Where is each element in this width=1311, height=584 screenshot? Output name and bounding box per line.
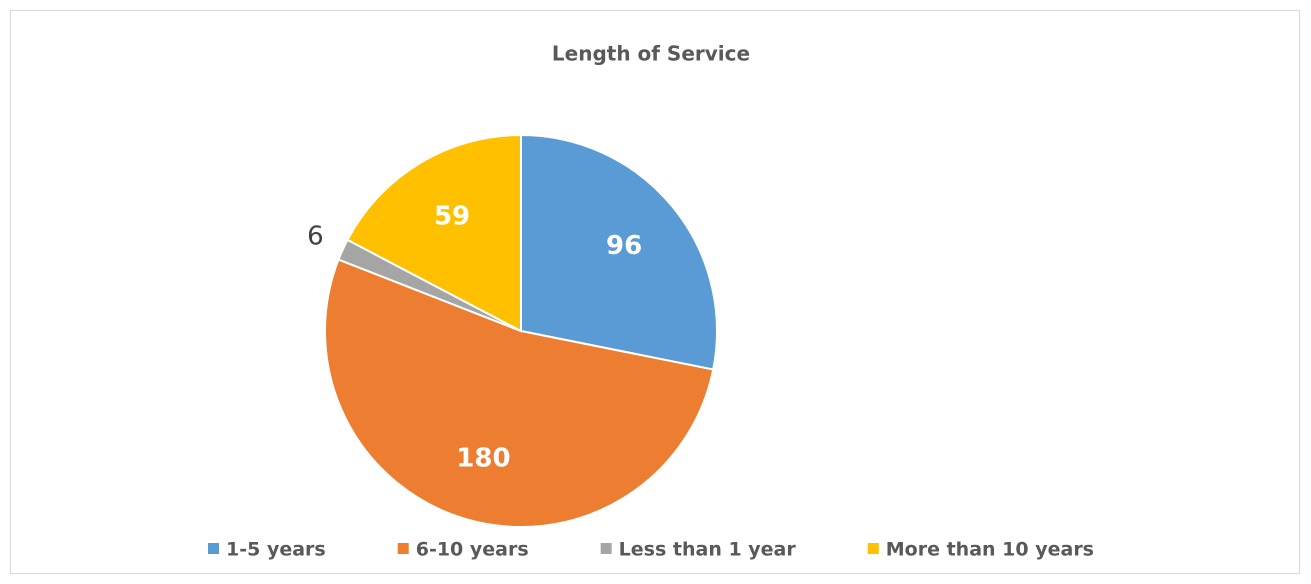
- legend-label: 1-5 years: [226, 539, 326, 561]
- legend-swatch: [600, 543, 612, 554]
- data-label: 180: [456, 443, 510, 473]
- legend-label: 6-10 years: [416, 539, 529, 561]
- pie-slice: [324, 258, 715, 528]
- legend-swatch: [867, 543, 879, 554]
- chart-title: Length of Service: [552, 42, 750, 66]
- data-label: 6: [307, 222, 324, 252]
- legend-swatch: [208, 543, 219, 554]
- legend-label: Less than 1 year: [619, 539, 797, 561]
- pie-slice: [346, 133, 522, 333]
- legend-label: More than 10 years: [886, 539, 1094, 561]
- legend-swatch: [397, 543, 409, 554]
- data-label: 96: [606, 231, 642, 261]
- pie-slice: [520, 133, 718, 371]
- data-label: 59: [434, 201, 470, 231]
